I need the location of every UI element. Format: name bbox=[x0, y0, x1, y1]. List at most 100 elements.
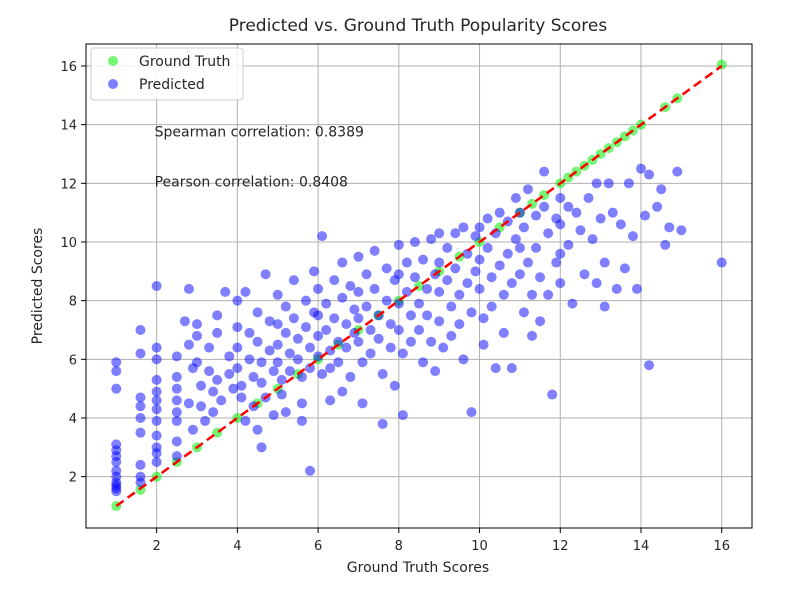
predicted-point bbox=[171, 395, 182, 406]
predicted-point bbox=[555, 219, 566, 230]
predicted-point bbox=[599, 257, 610, 268]
predicted-point bbox=[611, 283, 622, 294]
predicted-point bbox=[317, 369, 328, 379]
predicted-point bbox=[627, 231, 638, 242]
predicted-point bbox=[296, 398, 307, 409]
predicted-point bbox=[183, 398, 194, 409]
predicted-point bbox=[555, 248, 566, 259]
predicted-point bbox=[474, 222, 485, 233]
y-tick-label: 16 bbox=[60, 60, 77, 75]
predicted-point bbox=[171, 407, 182, 418]
predicted-point bbox=[288, 313, 299, 324]
predicted-point bbox=[522, 184, 533, 195]
predicted-point bbox=[393, 325, 404, 335]
x-tick-label: 12 bbox=[552, 539, 569, 554]
predicted-point bbox=[470, 231, 481, 242]
predicted-point bbox=[656, 184, 667, 195]
predicted-point bbox=[171, 436, 182, 447]
predicted-point bbox=[672, 166, 683, 177]
predicted-point bbox=[333, 336, 344, 347]
predicted-point bbox=[179, 316, 190, 327]
predicted-point bbox=[329, 275, 340, 286]
predicted-point bbox=[151, 281, 162, 291]
predicted-point bbox=[224, 369, 235, 379]
predicted-point bbox=[405, 336, 416, 347]
predicted-point bbox=[365, 348, 376, 359]
predicted-point bbox=[151, 354, 162, 365]
predicted-point bbox=[510, 193, 521, 203]
predicted-point bbox=[111, 457, 122, 467]
predicted-point bbox=[135, 325, 146, 335]
predicted-point bbox=[393, 298, 404, 309]
predicted-point bbox=[482, 213, 493, 224]
predicted-point bbox=[640, 210, 651, 221]
predicted-point bbox=[337, 292, 348, 303]
predicted-point bbox=[474, 283, 485, 294]
predicted-point bbox=[240, 415, 251, 426]
predicted-point bbox=[583, 193, 594, 203]
predicted-point bbox=[357, 357, 368, 368]
predicted-point bbox=[660, 239, 671, 250]
predicted-point bbox=[171, 451, 182, 462]
predicted-point bbox=[337, 386, 348, 397]
predicted-point bbox=[135, 348, 146, 359]
predicted-point bbox=[329, 313, 340, 324]
reference-line-group bbox=[115, 64, 723, 508]
predicted-point bbox=[555, 193, 566, 203]
predicted-point bbox=[514, 269, 525, 280]
predicted-point bbox=[272, 319, 283, 330]
y-tick-label: 2 bbox=[69, 471, 77, 486]
predicted-point bbox=[345, 281, 356, 291]
predicted-point bbox=[192, 319, 202, 330]
predicted-point bbox=[414, 298, 424, 309]
predicted-point bbox=[216, 395, 227, 406]
predicted-point bbox=[486, 301, 497, 312]
predicted-point bbox=[296, 415, 307, 426]
y-tick-label: 6 bbox=[69, 353, 77, 368]
predicted-point bbox=[381, 295, 392, 306]
predicted-point bbox=[305, 363, 316, 374]
predicted-point bbox=[208, 386, 219, 397]
predicted-point bbox=[224, 351, 235, 362]
predicted-point bbox=[518, 307, 529, 318]
predicted-point bbox=[264, 316, 275, 327]
predicted-point bbox=[422, 310, 433, 321]
predicted-point bbox=[353, 336, 364, 347]
predicted-point bbox=[135, 413, 146, 423]
predicted-point bbox=[212, 374, 223, 385]
predicted-point bbox=[377, 369, 388, 379]
legend-marker-ground-truth bbox=[108, 56, 118, 66]
predicted-point bbox=[300, 322, 311, 333]
predicted-point bbox=[171, 383, 182, 394]
predicted-point bbox=[321, 325, 332, 335]
predicted-point bbox=[527, 289, 538, 300]
predicted-point bbox=[426, 336, 437, 347]
predicted-point bbox=[171, 415, 182, 426]
predicted-point bbox=[478, 339, 489, 350]
predicted-point bbox=[236, 380, 247, 391]
y-tick-label: 8 bbox=[69, 295, 77, 310]
predicted-point bbox=[280, 301, 291, 312]
predicted-point bbox=[288, 275, 299, 286]
predicted-point bbox=[450, 263, 461, 274]
predicted-point bbox=[204, 366, 215, 377]
predicted-point bbox=[313, 310, 324, 321]
predicted-point bbox=[296, 371, 307, 382]
predicted-point bbox=[454, 319, 465, 330]
predicted-point bbox=[571, 207, 582, 218]
predicted-point bbox=[232, 322, 243, 333]
predicted-point bbox=[470, 266, 481, 277]
predicted-point bbox=[418, 254, 429, 265]
predicted-point bbox=[353, 313, 364, 324]
predicted-point bbox=[494, 207, 505, 218]
predicted-point bbox=[474, 254, 485, 265]
correlation-annotation: Spearman correlation: 0.8389 bbox=[155, 124, 364, 140]
predicted-point bbox=[187, 424, 198, 435]
predicted-point bbox=[434, 257, 445, 268]
predicted-point bbox=[192, 357, 202, 368]
predicted-point bbox=[547, 389, 558, 400]
predicted-point bbox=[381, 263, 392, 274]
legend: Ground Truth Predicted bbox=[90, 47, 244, 101]
predicted-point bbox=[341, 342, 352, 353]
